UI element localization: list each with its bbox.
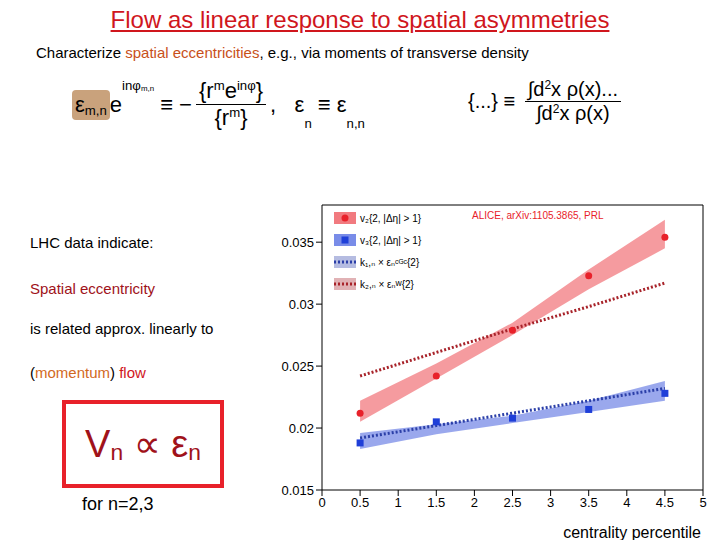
svg-text:1.5: 1.5	[427, 495, 445, 510]
html-text:n: n	[304, 116, 312, 131]
svg-text:3.5: 3.5	[580, 495, 598, 510]
svg-text:3: 3	[547, 495, 554, 510]
html-text:is related approx. linearly to: is related approx. linearly to	[30, 320, 214, 337]
html-text:v₃{2, |Δη| > 1}: v₃{2, |Δη| > 1}	[360, 234, 422, 246]
html-text:Vn∝ εn: Vn∝ εn	[85, 422, 201, 465]
html-text:n,n: n,n	[346, 116, 365, 131]
svg-text:4: 4	[623, 495, 630, 510]
html-text:(momentum) flow: (momentum) flow	[30, 364, 146, 381]
svg-text:0.035: 0.035	[281, 235, 314, 250]
svg-text:0.5: 0.5	[351, 495, 369, 510]
html-text:∫d2x ρ(x): ∫d2x ρ(x)	[536, 102, 610, 124]
html-text:ALICE, arXiv:1105.3865, PRL: ALICE, arXiv:1105.3865, PRL	[472, 210, 604, 221]
html-text:LHC data indicate:: LHC data indicate:	[30, 234, 154, 251]
svg-text:centrality percentile: centrality percentile	[563, 524, 701, 540]
html-text:for n=2,3: for n=2,3	[82, 494, 154, 514]
html-text:Spatial eccentricity: Spatial eccentricity	[30, 280, 156, 297]
html-text:Characterize spatial eccentric: Characterize spatial eccentricities, e.g…	[36, 44, 529, 61]
svg-text:0.03: 0.03	[289, 297, 314, 312]
svg-text:2.5: 2.5	[503, 495, 521, 510]
svg-text:4.5: 4.5	[656, 495, 674, 510]
svg-text:0.025: 0.025	[281, 359, 314, 374]
svg-text:0: 0	[318, 495, 325, 510]
html-text:Flow as linear response to spa: Flow as linear response to spatial asymm…	[110, 6, 610, 33]
html-text:εm,ne: εm,ne	[75, 91, 122, 118]
html-text:{rmeinφ}: {rmeinφ}	[199, 78, 264, 103]
svg-text:2: 2	[471, 495, 478, 510]
html-text:v₂{2, |Δη| > 1}: v₂{2, |Δη| > 1}	[360, 212, 422, 224]
html-text:{rm}: {rm}	[214, 105, 248, 130]
html-text:k₁,ₙ × εₙᶜᴳᶜ{2}: k₁,ₙ × εₙᶜᴳᶜ{2}	[360, 256, 420, 268]
html-text:k₂,ₙ × εₙᵂ{2}: k₂,ₙ × εₙᵂ{2}	[360, 278, 414, 290]
svg-text:5: 5	[699, 495, 706, 510]
html-text:∫d2x ρ(x)...: ∫d2x ρ(x)...	[527, 78, 618, 100]
html-text:inφm,n: inφm,n	[122, 78, 155, 93]
html-text:, ε: , ε	[270, 91, 305, 117]
svg-text:0.02: 0.02	[289, 421, 314, 436]
svg-text:0.015: 0.015	[281, 483, 314, 498]
svg-text:1: 1	[395, 495, 402, 510]
html-text:≡ ε: ≡ ε	[311, 91, 347, 117]
